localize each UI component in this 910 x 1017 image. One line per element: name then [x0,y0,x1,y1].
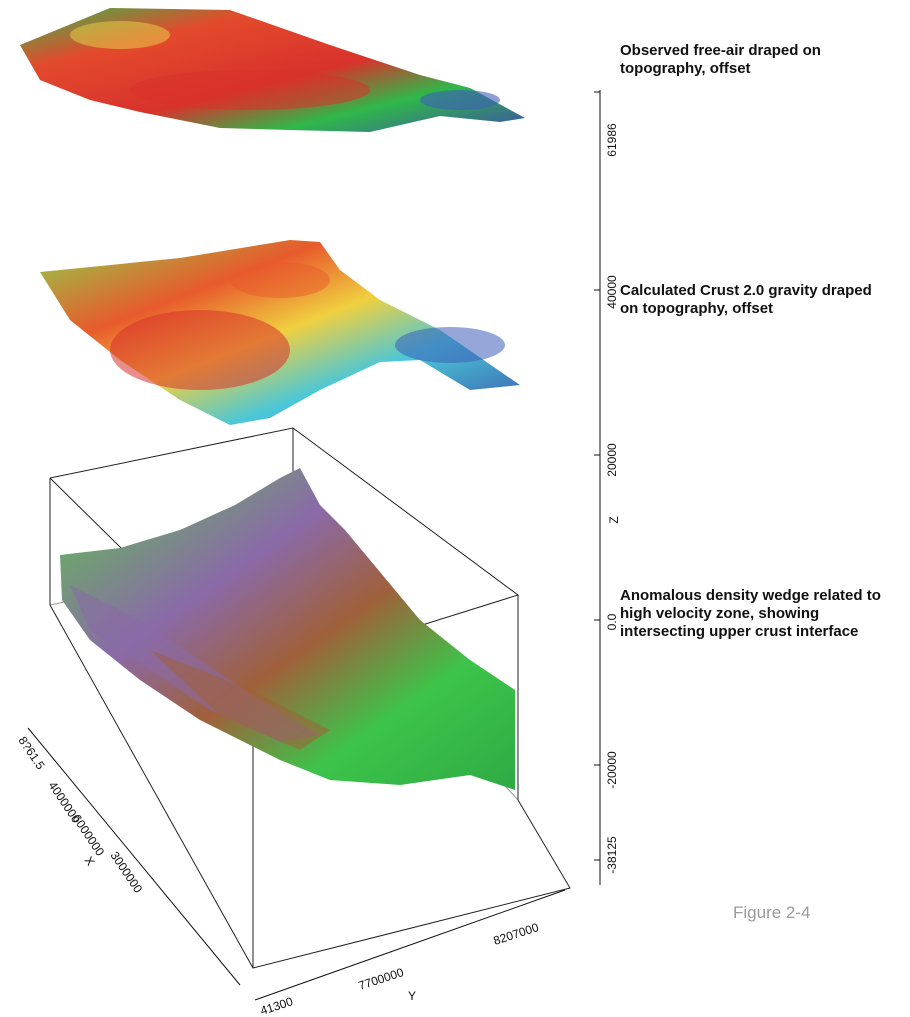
y-axis [254,889,566,1001]
z-tick-label: -38125 [605,836,619,874]
z-tick-label: 0.0 [605,613,619,630]
z-axis-label: Z [607,516,621,523]
calculated-crust-gravity-label: Calculated Crust 2.0 gravity draped on t… [620,282,872,317]
z-tick-label: 20000 [605,443,619,477]
calculated-crust-gravity-surface [40,240,520,425]
y-tick-label: 8207000 [492,920,541,948]
z-axis [594,90,601,885]
anomalous-density-wedge [60,468,515,790]
x-tick-label: 6000000 [70,812,108,859]
x-tick-label: 3000000 [108,849,146,896]
x-axis-label: X [82,854,98,868]
x-axis [27,727,241,986]
figure-caption: Figure 2-4 [733,903,811,922]
anomalous-density-wedge-label: Anomalous density wedge related to high … [620,587,881,640]
z-tick-labels: 61986 40000 20000 0.0 -20000 -38125 Z [605,123,621,874]
y-tick-label: 7700000 [357,965,406,993]
y-axis-label: Y [408,989,416,1003]
x-tick-label: 8?61.5 [16,734,48,773]
z-tick-label: -20000 [605,751,619,789]
observed-free-air-label: Observed free-air draped on topography, … [620,42,821,77]
y-tick-label: 41300 [259,994,295,1017]
y-tick-labels: 41300 7700000 8207000 Y [259,920,541,1017]
observed-free-air-surface [20,8,525,132]
z-tick-label: 40000 [605,275,619,309]
z-tick-label: 61986 [605,123,619,157]
x-tick-labels: 8?61.5 4000000 6000000 3000000 X [16,734,146,896]
